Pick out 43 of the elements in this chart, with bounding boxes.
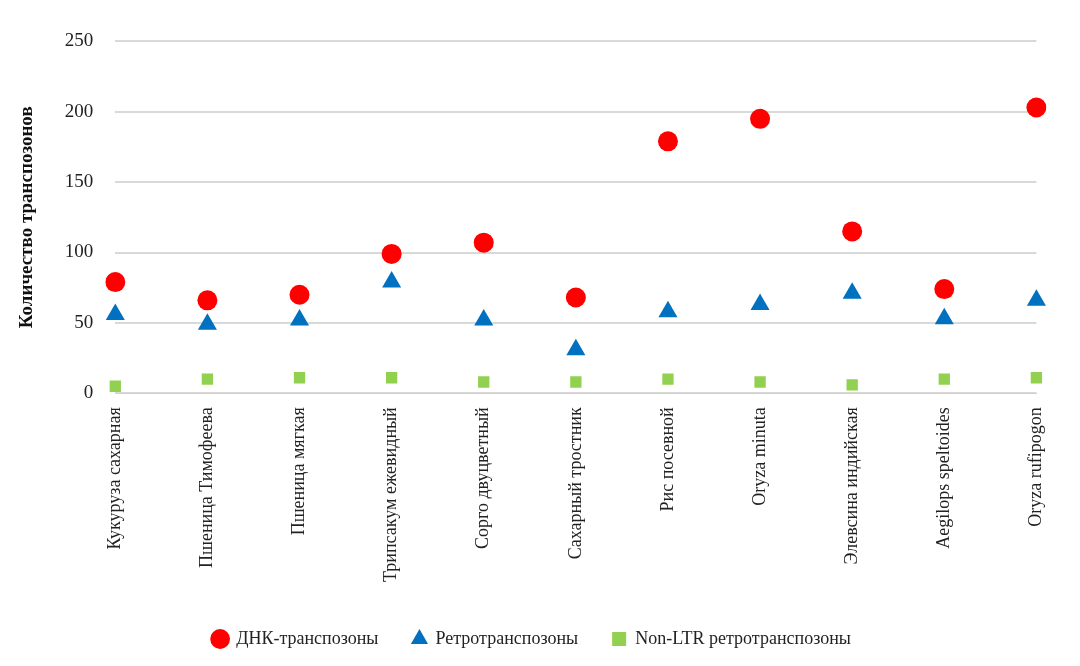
x-tick-label: Пшеница мягкая [288, 407, 309, 536]
x-tick-label: Oryza minuta [748, 407, 769, 506]
point [750, 108, 771, 129]
y-tick-label: 100 [64, 240, 94, 262]
point [846, 379, 858, 391]
point [570, 376, 582, 388]
point [197, 290, 218, 311]
y-tick-label: 200 [64, 99, 94, 121]
point [934, 279, 955, 300]
point [473, 232, 494, 253]
point [1026, 97, 1047, 118]
legend-label: Ретротранспозоны [435, 627, 579, 648]
x-tick-label: Кукуруза сахарная [104, 407, 125, 550]
point [565, 287, 586, 308]
point [293, 372, 306, 384]
point [201, 373, 214, 385]
y-tick-label: 150 [64, 170, 94, 192]
point [662, 373, 674, 385]
y-tick-label: 0 [83, 381, 94, 403]
x-tick-label: Сорго двуцветный [472, 406, 493, 549]
y-tick-label: 250 [64, 29, 94, 51]
x-tick-label: Пшеница Тимофеева [196, 407, 217, 568]
point [754, 376, 766, 388]
point [842, 221, 863, 242]
y-tick-label: 50 [74, 310, 94, 332]
point [105, 272, 126, 293]
x-tick-label: Oryza rufipogon [1025, 407, 1046, 527]
legend-label: ДНК-транспозоны [236, 627, 379, 648]
legend-label: Non-LTR ретротранспозоны [635, 627, 851, 648]
x-tick-label: Трипсакум ежевидный [380, 406, 401, 583]
x-tick-label: Сахарный тростник [564, 407, 585, 560]
point [657, 131, 678, 152]
point [289, 284, 310, 305]
x-tick-label: Рис посевной [656, 406, 677, 512]
point [1030, 372, 1043, 384]
y-axis-title: Количество транспозонов [15, 106, 37, 329]
x-tick-label: Элевсина индийская [840, 407, 861, 565]
point [478, 376, 490, 388]
x-tick-label: Aegilops speltoides [933, 407, 954, 549]
point [109, 380, 121, 392]
point [385, 372, 398, 384]
point [938, 373, 950, 385]
point [381, 243, 402, 264]
